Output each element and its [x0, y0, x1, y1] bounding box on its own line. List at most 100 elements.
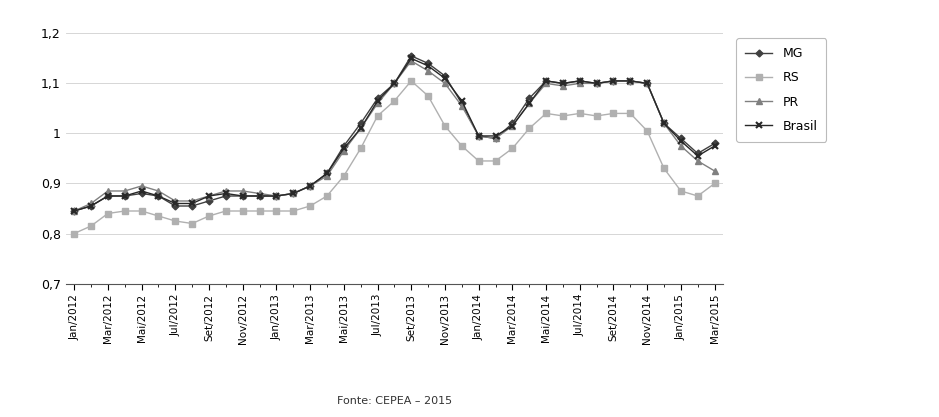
Brasil	[221, 191, 232, 196]
PR	[406, 58, 417, 63]
MG	[608, 78, 619, 83]
RS	[372, 113, 383, 118]
Brasil	[574, 78, 585, 83]
MG	[304, 183, 316, 188]
MG	[507, 121, 518, 126]
PR	[439, 81, 451, 86]
RS	[557, 113, 568, 118]
PR	[624, 78, 636, 83]
RS	[237, 208, 248, 214]
MG	[557, 81, 568, 86]
Brasil	[541, 78, 552, 83]
MG	[524, 96, 535, 101]
Brasil	[204, 193, 215, 198]
Brasil	[507, 123, 518, 128]
RS	[524, 126, 535, 131]
PR	[254, 191, 265, 196]
PR	[187, 198, 198, 203]
RS	[709, 181, 720, 186]
Line: RS: RS	[71, 78, 717, 236]
Brasil	[456, 98, 468, 103]
MG	[102, 193, 114, 198]
PR	[102, 188, 114, 193]
Brasil	[304, 183, 316, 188]
Brasil	[270, 193, 282, 198]
RS	[541, 111, 552, 116]
Brasil	[321, 171, 332, 176]
Brasil	[406, 56, 417, 61]
Brasil	[524, 101, 535, 106]
MG	[658, 121, 670, 126]
MG	[473, 133, 485, 138]
Brasil	[490, 133, 501, 138]
RS	[69, 231, 80, 236]
MG	[136, 191, 147, 196]
PR	[389, 81, 400, 86]
PR	[204, 193, 215, 198]
RS	[270, 208, 282, 214]
RS	[136, 208, 147, 214]
RS	[591, 113, 602, 118]
RS	[456, 143, 468, 148]
Line: MG: MG	[71, 53, 717, 214]
MG	[321, 171, 332, 176]
PR	[692, 158, 703, 163]
RS	[389, 98, 400, 103]
PR	[490, 136, 501, 141]
MG	[153, 193, 164, 198]
Brasil	[608, 78, 619, 83]
Brasil	[372, 98, 383, 103]
MG	[187, 203, 198, 208]
MG	[119, 193, 131, 198]
MG	[456, 101, 468, 106]
Brasil	[389, 81, 400, 86]
PR	[541, 81, 552, 86]
PR	[658, 121, 670, 126]
Brasil	[85, 203, 97, 208]
MG	[355, 121, 366, 126]
RS	[423, 93, 434, 98]
Brasil	[591, 81, 602, 86]
PR	[153, 188, 164, 193]
MG	[439, 73, 451, 78]
MG	[237, 193, 248, 198]
MG	[221, 193, 232, 198]
MG	[591, 81, 602, 86]
MG	[389, 81, 400, 86]
Brasil	[692, 153, 703, 158]
Brasil	[102, 193, 114, 198]
RS	[170, 219, 181, 224]
PR	[591, 81, 602, 86]
PR	[355, 126, 366, 131]
RS	[507, 146, 518, 151]
Brasil	[287, 191, 299, 196]
PR	[709, 168, 720, 173]
MG	[254, 193, 265, 198]
MG	[541, 78, 552, 83]
Brasil	[439, 76, 451, 81]
Legend: MG, RS, PR, Brasil: MG, RS, PR, Brasil	[736, 38, 826, 142]
MG	[204, 198, 215, 203]
PR	[675, 143, 686, 148]
MG	[490, 136, 501, 141]
PR	[270, 193, 282, 198]
PR	[507, 123, 518, 128]
Brasil	[473, 133, 485, 138]
RS	[675, 188, 686, 193]
Text: Fonte: CEPEA – 2015: Fonte: CEPEA – 2015	[337, 397, 452, 407]
PR	[304, 183, 316, 188]
PR	[85, 201, 97, 206]
MG	[675, 136, 686, 141]
PR	[372, 101, 383, 106]
Brasil	[69, 208, 80, 214]
PR	[456, 103, 468, 108]
MG	[69, 208, 80, 214]
PR	[641, 81, 653, 86]
RS	[221, 208, 232, 214]
RS	[254, 208, 265, 214]
RS	[624, 111, 636, 116]
PR	[473, 133, 485, 138]
MG	[692, 151, 703, 156]
RS	[608, 111, 619, 116]
MG	[270, 193, 282, 198]
